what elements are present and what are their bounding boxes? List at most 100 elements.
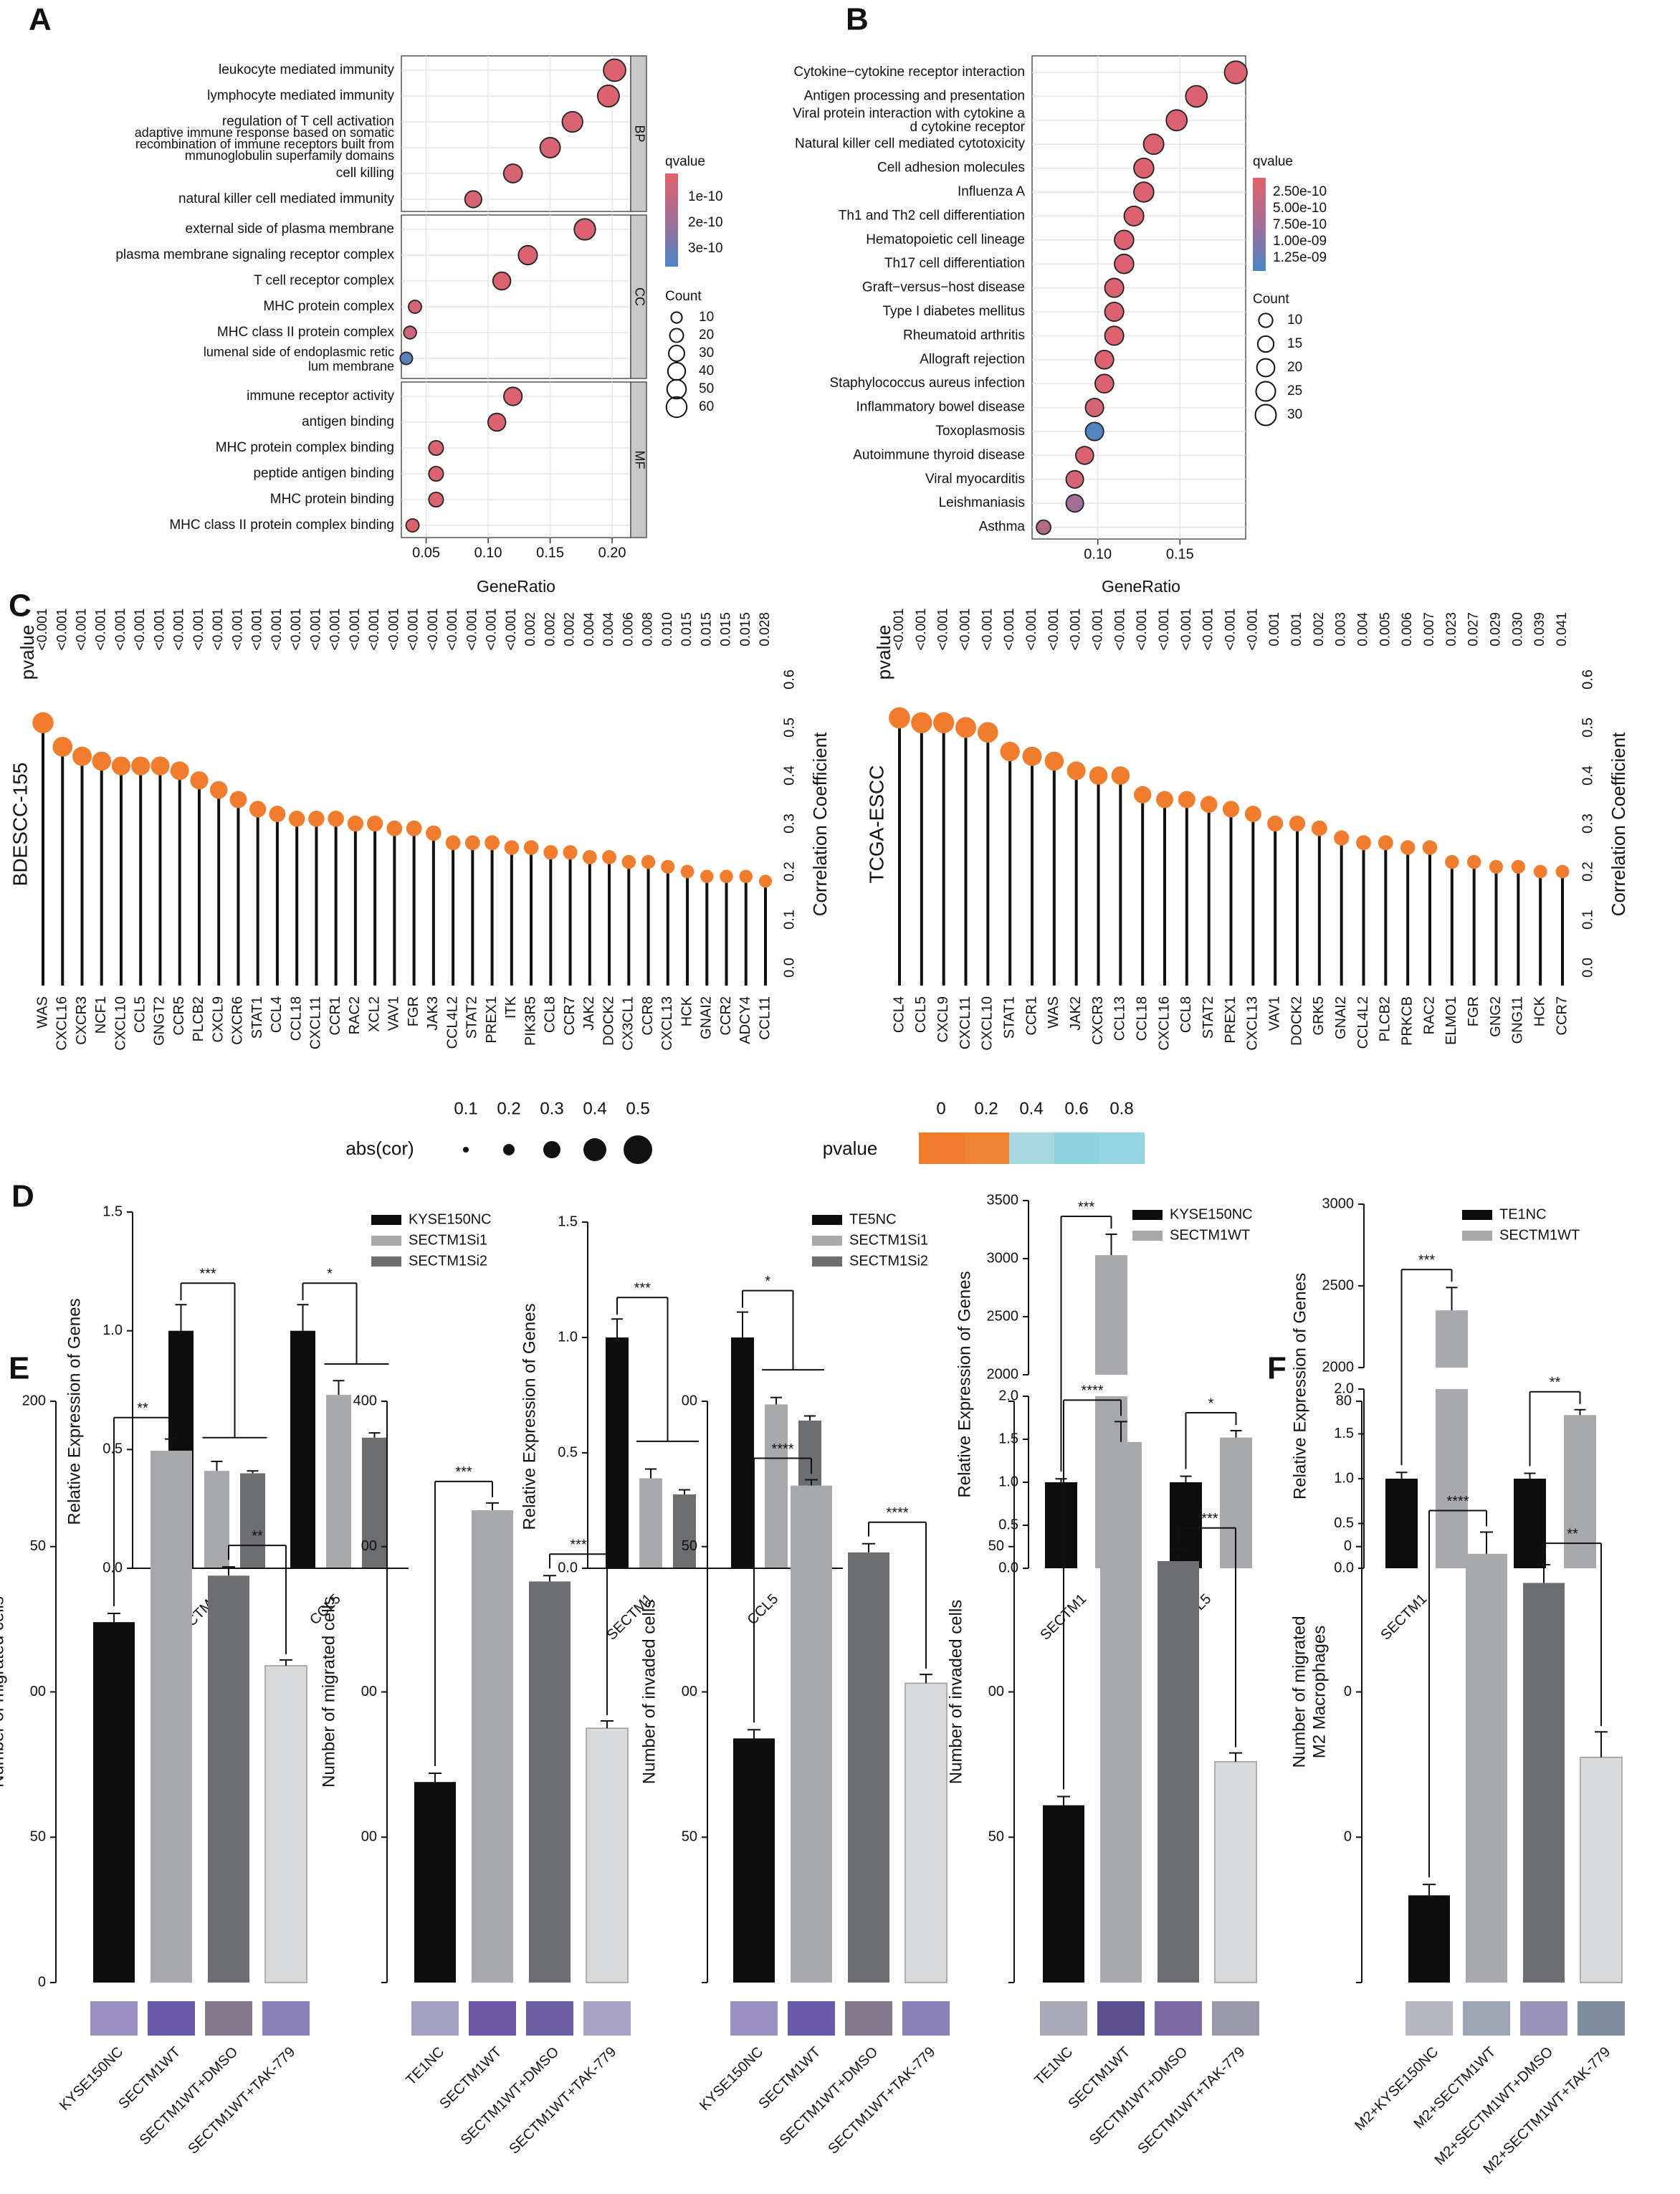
panel-d2: 0.0 0.5 1.0 1.5 Relative Expression of Genes… (520, 1211, 928, 1643)
y-tick-label: 2000 (987, 1366, 1019, 1382)
y-tick-label: 0.5 (998, 1517, 1018, 1532)
term-label: MHC class II protein complex binding (169, 518, 394, 533)
qvalue-colorbar (1253, 178, 1266, 271)
y-axis-title: M2 Macrophages (1309, 1626, 1329, 1758)
term-label: immune receptor activity (247, 388, 394, 404)
lollipop-dot (1489, 859, 1504, 874)
lollipop-dot (1356, 835, 1371, 851)
term-dot (1104, 277, 1125, 298)
pvalue-label: <0.001 (504, 609, 519, 651)
count-legend-dot (669, 328, 684, 343)
pvalue-label: <0.001 (1091, 609, 1106, 651)
bar (151, 1450, 192, 1983)
lollipop-dot (308, 811, 325, 827)
term-label: Th1 and Th2 cell differentiation (839, 208, 1025, 223)
panel-letter-e: E (9, 1351, 29, 1386)
pvalue-label: <0.001 (152, 609, 167, 651)
y-tick-label: 00 (988, 1684, 1004, 1699)
term-dot (464, 190, 482, 209)
lollipop-dot (1089, 766, 1108, 785)
gene-label: CCL5 (913, 996, 929, 1033)
lollipop-dot (485, 835, 500, 851)
panel-c-legend: abs(cor) 0.1 0.2 0.3 0.4 0.5 pvalue 0 0.2 0.4 0.6 0… (345, 1099, 1145, 1164)
category-label: CCL5 (745, 1591, 782, 1628)
micrograph-thumbnail (1097, 2001, 1145, 2036)
lollipop-dot (111, 756, 131, 776)
lollipop-dot (151, 756, 170, 776)
legend-swatch (1132, 1231, 1163, 1241)
panel-a: BP leukocyte mediated immunity lymphocyte … (115, 55, 723, 596)
term-label: Rheumatoid arthritis (903, 328, 1025, 343)
gene-label: ITK (503, 996, 519, 1019)
x-axis-title: GeneRatio (477, 577, 555, 596)
legend-swatch (812, 1215, 842, 1225)
pvalue-label: <0.001 (1069, 609, 1084, 651)
panel-letter-c: C (9, 588, 32, 624)
facet-strip (630, 381, 647, 538)
y-tick-label: 1.0 (998, 1474, 1018, 1489)
legend-label: 0.3 (540, 1099, 563, 1118)
legend-label: SECTM1WT (1170, 1227, 1250, 1243)
y-tick-label: 0.2 (1580, 862, 1595, 882)
gene-label: JAK2 (581, 996, 597, 1031)
category-label: SECTM1WT+DMSO (1087, 2044, 1191, 2149)
bar (606, 1337, 629, 1568)
category-label: SECTM1WT+DMSO (777, 2044, 882, 2149)
count-legend-dot (670, 311, 683, 324)
bar (1170, 1482, 1202, 1568)
dataset-label: BDESCC-155 (9, 763, 31, 887)
gene-label: GNAI2 (699, 996, 715, 1039)
gene-label: CXCL11 (308, 996, 324, 1049)
term-label: external side of plasma membrane (186, 221, 394, 237)
pvalue-swatch (1009, 1132, 1054, 1164)
term-label: Viral protein interaction with cytokine … (793, 106, 1025, 121)
pvalue-label: <0.001 (308, 609, 323, 651)
lollipop-dot (889, 707, 910, 729)
micrograph-thumbnail (730, 2001, 778, 2036)
term-dot (1165, 109, 1188, 132)
gene-label: STAT1 (1001, 996, 1017, 1039)
bar (1385, 1479, 1418, 1568)
gene-label: FGR (406, 996, 421, 1026)
legend-swatch (812, 1256, 842, 1267)
legend-label: 0.6 (1064, 1099, 1088, 1118)
term-label: Cytokine−cytokine receptor interaction (793, 65, 1025, 80)
pvalue-label: 0.015 (679, 612, 695, 647)
pvalue-label: 0.015 (738, 612, 753, 647)
gene-label: CXCR3 (1090, 996, 1106, 1045)
legend-swatch (1132, 1210, 1163, 1220)
term-label: lumenal side of endoplasmic retic (204, 345, 394, 359)
lollipop-dot (1555, 864, 1570, 879)
micrograph-thumbnail (90, 2001, 138, 2036)
term-dot (1104, 301, 1125, 323)
micrograph-thumbnail (1212, 2001, 1259, 2036)
pvalue-label: <0.001 (485, 609, 500, 651)
bar (848, 1552, 889, 1983)
pvalue-label: 0.015 (719, 612, 734, 647)
legend-swatch (371, 1236, 401, 1246)
term-dot (1123, 205, 1145, 226)
y-tick-label: 0.4 (781, 765, 797, 786)
count-legend-dot (665, 396, 688, 419)
count-legend-dot (668, 345, 685, 362)
pvalue-label: <0.001 (1024, 609, 1039, 651)
term-label: lymphocyte mediated immunity (207, 88, 394, 103)
bar (791, 1485, 832, 1983)
pvalue-label: 0.030 (1510, 612, 1525, 647)
gene-label: CXCL10 (980, 996, 996, 1051)
bar (472, 1510, 513, 1983)
pvalue-label: 0.001 (1267, 612, 1282, 647)
micrograph-thumbnail (1520, 2001, 1567, 2036)
lollipop-dot (445, 835, 461, 851)
legend-label: 15 (1287, 336, 1302, 351)
pvalue-label: <0.001 (914, 609, 929, 651)
bar (1043, 1805, 1084, 1983)
pvalue-label: <0.001 (426, 609, 441, 651)
lollipop-dot (1044, 751, 1064, 771)
y-tick-label: 00 (682, 1393, 697, 1408)
micrograph-thumbnail (788, 2001, 835, 2036)
y-tick-label: 0.5 (102, 1441, 123, 1457)
panel-letter-a: A (29, 2, 52, 37)
lollipop-dot (229, 791, 247, 809)
legend-label: SECTM1WT (1499, 1227, 1580, 1243)
